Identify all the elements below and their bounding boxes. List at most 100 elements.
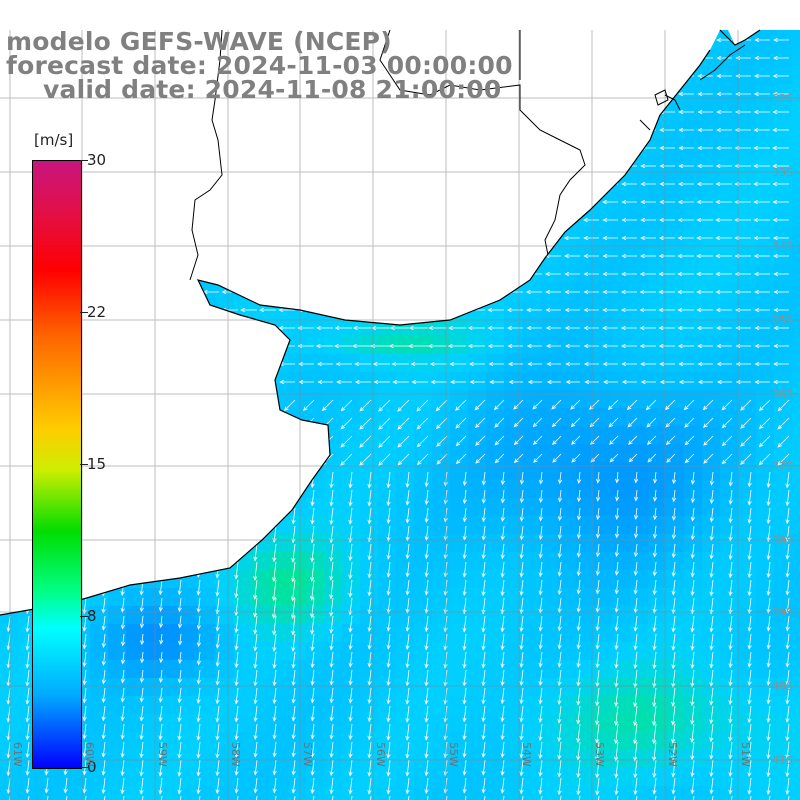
wind-arrow-head <box>310 698 315 704</box>
field-cell <box>594 516 613 535</box>
field-cell <box>648 768 667 787</box>
field-cell <box>666 354 685 373</box>
wind-arrow-head <box>697 91 703 97</box>
wind-arrow-head <box>462 499 467 505</box>
field-cell <box>144 318 163 337</box>
field-cell <box>378 570 397 589</box>
wind-arrow-head <box>626 405 632 411</box>
wind-arrow-head <box>449 289 454 295</box>
field-cell <box>216 588 235 607</box>
field-cell <box>414 426 433 445</box>
field-cell <box>270 786 289 800</box>
field-cell <box>648 714 667 733</box>
field-cell <box>630 66 649 85</box>
field-cell <box>594 120 613 139</box>
field-cell <box>198 192 217 211</box>
wind-arrow <box>292 507 296 524</box>
wind-arrow-head <box>500 663 505 669</box>
field-cell <box>756 516 775 535</box>
wind-arrow-head <box>481 609 486 615</box>
field-cell <box>738 246 757 265</box>
wind-arrow-head <box>354 145 359 151</box>
wind-arrow-head <box>684 458 690 464</box>
wind-arrow-head <box>241 217 246 223</box>
field-cell <box>720 174 739 193</box>
field-cell <box>72 102 91 121</box>
wind-arrow <box>197 597 201 613</box>
wind-arrow <box>463 615 467 632</box>
wind-arrow <box>692 507 695 521</box>
field-cell <box>774 696 793 715</box>
field-cell <box>396 696 415 715</box>
field-cell <box>162 750 181 769</box>
wind-arrow-head <box>583 235 588 241</box>
field-cell <box>594 642 613 661</box>
field-cell <box>486 606 505 625</box>
field-cell <box>198 498 217 517</box>
wind-arrow <box>311 633 315 651</box>
wind-arrow-head <box>462 591 467 597</box>
wind-arrow-head <box>526 307 531 313</box>
wind-arrow-head <box>462 517 467 523</box>
field-cell <box>612 768 631 787</box>
field-cell <box>342 606 361 625</box>
field-cell <box>126 390 145 409</box>
wind-arrow-head <box>614 570 619 576</box>
field-cell <box>666 498 685 517</box>
wind-arrow-head <box>354 235 360 241</box>
field-cell <box>432 336 451 355</box>
field-cell <box>450 372 469 391</box>
field-cell <box>360 192 379 211</box>
wind-arrow-head <box>785 555 790 560</box>
field-cell <box>702 678 721 697</box>
wind-arrow-head <box>329 501 334 507</box>
field-cell <box>540 48 559 67</box>
wind-arrow <box>140 597 144 612</box>
field-cell <box>234 426 253 445</box>
wind-arrow <box>140 543 144 560</box>
field-cell <box>180 624 199 643</box>
field-cell <box>594 444 613 463</box>
field-cell <box>486 192 505 211</box>
wind-arrow <box>551 399 562 410</box>
field-cell <box>108 516 127 535</box>
field-cell <box>738 300 757 319</box>
wind-arrow-head <box>487 199 493 205</box>
wind-arrow-head <box>374 235 379 241</box>
field-cell <box>306 264 325 283</box>
field-cell <box>108 210 127 229</box>
wind-arrow <box>140 687 144 702</box>
wind-arrow <box>397 399 410 412</box>
field-cell <box>540 138 559 157</box>
field-cell <box>36 786 55 800</box>
field-cell <box>774 282 793 301</box>
wind-arrow <box>94 435 106 447</box>
wind-arrow <box>169 417 182 430</box>
field-cell <box>702 642 721 661</box>
wind-arrow-head <box>582 55 588 61</box>
field-cell <box>144 210 163 229</box>
field-cell <box>540 534 559 553</box>
wind-arrow-head <box>621 253 626 259</box>
wind-arrow-head <box>753 271 759 277</box>
field-cell <box>396 624 415 643</box>
wind-arrow-head <box>595 644 600 650</box>
wind-arrow-head <box>241 199 246 205</box>
wind-arrow-head <box>621 217 627 223</box>
wind-arrow-head <box>500 554 505 560</box>
field-cell <box>288 624 307 643</box>
field-cell <box>414 390 433 409</box>
wind-arrow-head <box>316 235 321 241</box>
field-cell <box>486 624 505 643</box>
field-cell <box>486 480 505 499</box>
wind-arrow-head <box>462 645 467 651</box>
field-cell <box>504 246 523 265</box>
wind-arrow-head <box>690 591 695 597</box>
wind-arrow-head <box>734 217 739 223</box>
wind-arrow-head <box>431 163 437 169</box>
wind-arrow-head <box>411 109 417 115</box>
field-cell <box>306 498 325 517</box>
wind-arrow-head <box>317 361 322 367</box>
field-cell <box>432 120 451 139</box>
